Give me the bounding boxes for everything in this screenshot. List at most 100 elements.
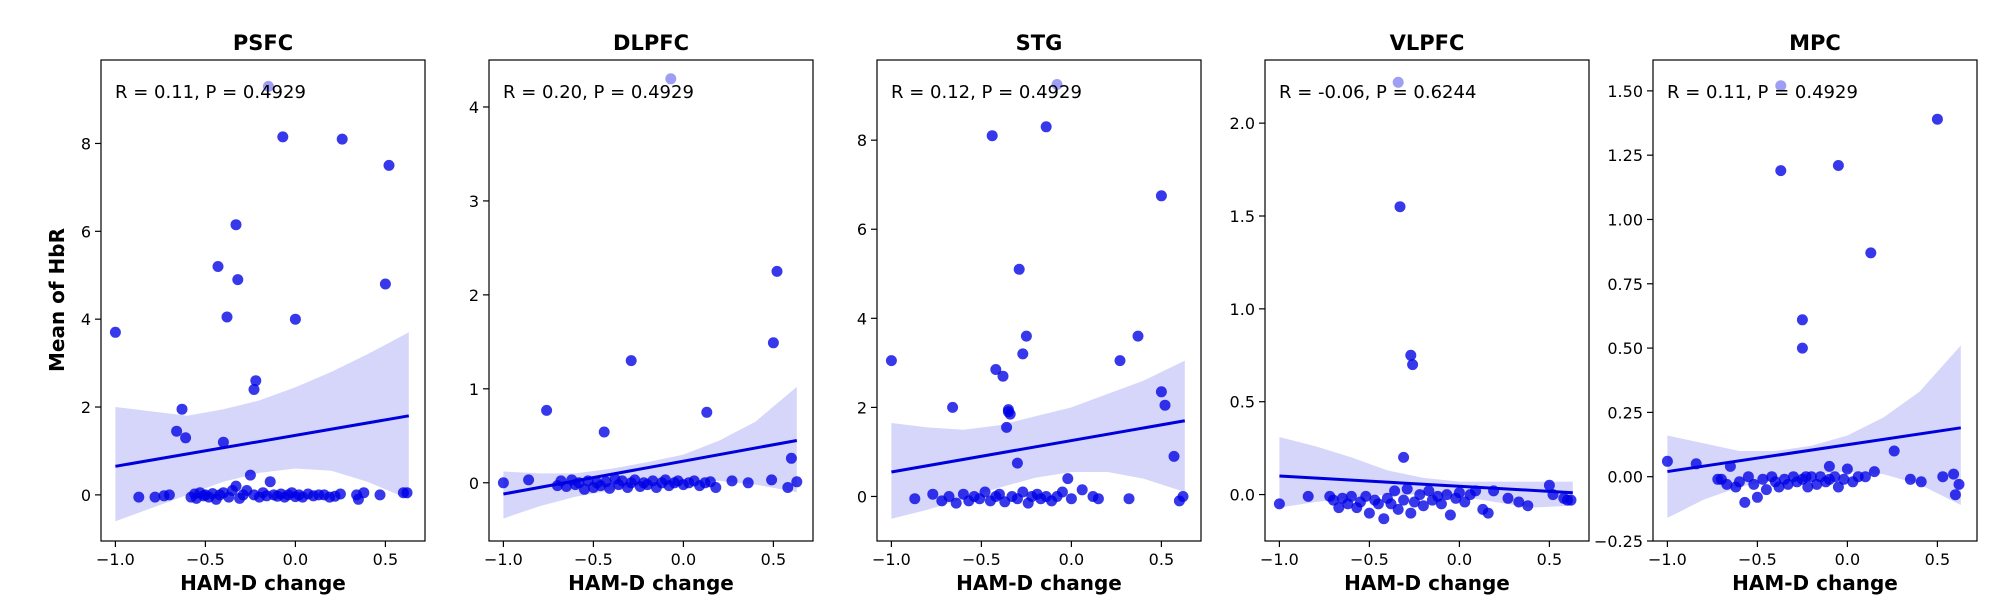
mpc-x-tick-label: −1.0 (1648, 550, 1687, 569)
psfc-data-point (248, 384, 260, 395)
mpc-y-tick-label: −0.25 (1594, 532, 1643, 551)
stg-data-point (1017, 486, 1029, 498)
stg-y-tick-label: 0 (857, 487, 867, 506)
mpc-data-point (1859, 471, 1871, 483)
stg-data-point (1056, 486, 1068, 498)
psfc-data-point (230, 219, 242, 231)
dlpfc-data-point (791, 476, 803, 488)
mpc-data-point (1915, 476, 1927, 488)
y-axis-label: Mean of HbR (45, 228, 69, 372)
dlpfc-y-tick-label: 1 (469, 380, 479, 399)
panel-stg: STG R = 0.12, P = 0.4929 HAM-D change −1… (857, 31, 1202, 595)
psfc-regression-line (115, 414, 410, 468)
stg-data-point (950, 497, 962, 509)
dlpfc-data-point (665, 73, 677, 85)
mpc-data-point (1949, 489, 1961, 501)
vlpfc-y-tick-label: 2.0 (1230, 114, 1255, 133)
vlpfc-plot-layer (1273, 76, 1577, 525)
panel-psfc: PSFC R = 0.11, P = 0.4929 HAM-D change M… (45, 31, 426, 595)
stg-data-point (1155, 386, 1167, 398)
vlpfc-data-point (1363, 507, 1375, 519)
vlpfc-y-tick-label: 0.5 (1230, 393, 1255, 412)
mpc-data-point (1868, 466, 1880, 478)
mpc-data-point (1796, 473, 1808, 485)
mpc-y-tick-label: 1.25 (1607, 146, 1643, 165)
dlpfc-y-tick-label: 2 (469, 286, 479, 305)
psfc-x-ticks: −1.0 −0.5 0.0 0.5 (96, 541, 398, 569)
stg-x-ticks: −1.0 −0.5 0.0 0.5 (872, 541, 1174, 569)
stg-data-point (990, 364, 1002, 375)
psfc-x-axis-label: HAM-D change (180, 571, 346, 595)
stg-data-point (1004, 408, 1016, 420)
psfc-data-point (244, 469, 256, 481)
stg-data-point (986, 130, 998, 142)
mpc-data-point (1865, 247, 1877, 259)
vlpfc-regression-line (1279, 474, 1573, 495)
mpc-data-point (1832, 160, 1844, 171)
psfc-data-point (352, 493, 364, 505)
vlpfc-data-point (1345, 490, 1357, 502)
vlpfc-data-point (1302, 490, 1314, 502)
dlpfc-x-tick-label: 0.0 (671, 550, 696, 569)
psfc-y-tick-label: 8 (81, 134, 91, 153)
mpc-data-point (1805, 471, 1817, 483)
stg-x-tick-label: 0.0 (1059, 550, 1084, 569)
mpc-data-point (1721, 478, 1733, 490)
mpc-panel-title: MPC (1789, 31, 1841, 55)
stg-data-point (885, 355, 897, 367)
mpc-data-point (1937, 471, 1949, 483)
psfc-data-point (401, 487, 413, 499)
stg-data-point (1132, 330, 1144, 342)
dlpfc-data-point (541, 404, 553, 416)
stg-data-point (1013, 263, 1025, 275)
vlpfc-plot-frame (1264, 59, 1590, 542)
mpc-data-point (1832, 481, 1844, 493)
vlpfc-data-point (1372, 498, 1384, 510)
vlpfc-data-point (1488, 485, 1500, 497)
mpc-data-point (1690, 458, 1702, 470)
psfc-x-tick-label: 0.5 (373, 550, 398, 569)
dlpfc-correlation-annotation: R = 0.20, P = 0.4929 (503, 82, 694, 103)
mpc-x-axis-label: HAM-D change (1732, 571, 1898, 595)
vlpfc-data-point (1333, 502, 1345, 514)
vlpfc-y-tick-label: 1.0 (1230, 300, 1255, 319)
stg-y-tick-label: 2 (857, 398, 867, 417)
psfc-x-tick-label: 0.0 (283, 550, 308, 569)
dlpfc-data-point (625, 355, 637, 367)
psfc-data-point (383, 159, 395, 171)
psfc-data-point (176, 403, 188, 415)
dlpfc-data-point (771, 265, 783, 277)
panel-mpc: MPC R = 0.11, P = 0.4929 HAM-D change −1… (1594, 31, 1978, 595)
psfc-data-point (217, 436, 229, 448)
dlpfc-data-point (604, 482, 616, 494)
dlpfc-data-point (767, 337, 779, 349)
mpc-data-point (1733, 476, 1745, 488)
stg-y-tick-label: 4 (857, 309, 867, 328)
mpc-y-ticks: −0.25 0.00 0.25 0.50 0.75 1.00 1.25 1.50 (1594, 82, 1653, 551)
panel-vlpfc: VLPFC R = -0.06, P = 0.6244 HAM-D change… (1230, 31, 1590, 595)
mpc-data-point (1802, 481, 1814, 493)
mpc-data-point (1661, 455, 1673, 467)
mpc-plot-frame (1652, 59, 1978, 542)
stg-regression-line (891, 419, 1186, 474)
psfc-data-point (336, 133, 348, 145)
dlpfc-x-tick-label: −1.0 (484, 550, 523, 569)
mpc-data-point (1796, 342, 1808, 354)
stg-data-point (1011, 457, 1023, 469)
mpc-x-tick-label: 0.5 (1925, 550, 1950, 569)
vlpfc-y-ticks: 0.0 0.5 1.0 1.5 2.0 (1230, 114, 1265, 505)
stg-plot-frame (876, 59, 1202, 542)
vlpfc-data-point (1392, 503, 1404, 515)
vlpfc-x-tick-label: −1.0 (1260, 550, 1299, 569)
vlpfc-data-point (1405, 507, 1417, 519)
psfc-plot-layer (109, 80, 413, 522)
mpc-confidence-band (1667, 345, 1961, 518)
psfc-data-point (232, 274, 244, 286)
dlpfc-x-tick-label: −0.5 (574, 550, 613, 569)
vlpfc-x-tick-label: 0.5 (1537, 550, 1562, 569)
dlpfc-x-tick-label: 0.5 (761, 550, 786, 569)
dlpfc-data-point (523, 474, 535, 486)
mpc-y-tick-label: 0.00 (1607, 468, 1643, 487)
dlpfc-panel-title: DLPFC (613, 31, 689, 55)
mpc-correlation-annotation: R = 0.11, P = 0.4929 (1667, 82, 1858, 103)
